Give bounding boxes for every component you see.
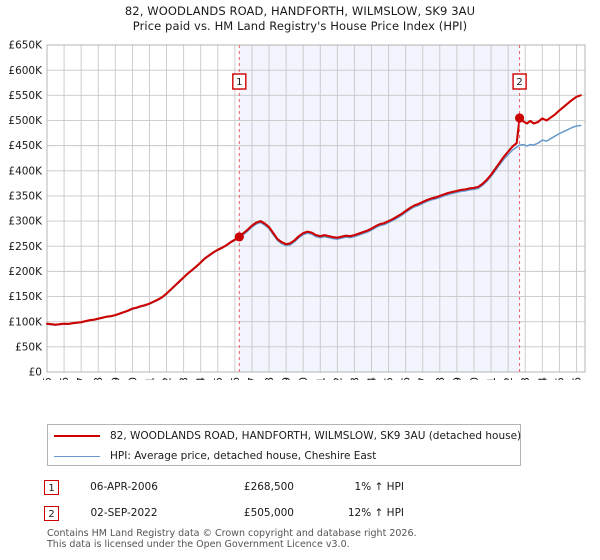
- svg-text:2011: 2011: [315, 377, 327, 380]
- transaction-hpi-delta-1: 1% ↑ HPI: [354, 481, 404, 493]
- svg-text:2025: 2025: [554, 377, 566, 380]
- svg-text:2: 2: [516, 77, 522, 88]
- svg-text:1995: 1995: [42, 377, 54, 380]
- svg-text:2010: 2010: [298, 377, 310, 380]
- transaction-hpi-delta-2: 12% ↑ HPI: [347, 507, 404, 519]
- svg-text:2014: 2014: [367, 377, 379, 380]
- svg-text:2017: 2017: [418, 377, 430, 380]
- svg-text:2000: 2000: [127, 377, 139, 380]
- svg-text:2020: 2020: [469, 377, 481, 380]
- svg-text:2026: 2026: [571, 377, 583, 380]
- svg-text:2001: 2001: [144, 377, 156, 380]
- svg-text:£100K: £100K: [8, 316, 43, 328]
- chart-legend: 82, WOODLANDS ROAD, HANDFORTH, WILMSLOW,…: [47, 424, 521, 466]
- svg-text:2022: 2022: [503, 377, 515, 380]
- svg-text:1996: 1996: [59, 377, 71, 380]
- svg-text:£150K: £150K: [8, 291, 43, 303]
- hpi-line-chart: £0 £50K £100K £150K £200K £250K £300K £350K £400…: [8, 40, 586, 380]
- legend-label-subject: 82, WOODLANDS ROAD, HANDFORTH, WILMSLOW,…: [110, 430, 522, 442]
- svg-text:2005: 2005: [213, 377, 225, 380]
- svg-text:2023: 2023: [520, 377, 532, 380]
- svg-text:2009: 2009: [281, 377, 293, 380]
- transaction-date-2: 02-SEP-2022: [90, 507, 158, 519]
- legend-swatch-subject: [54, 435, 100, 437]
- svg-text:2024: 2024: [537, 377, 549, 380]
- transaction-price-1: £268,500: [243, 481, 294, 493]
- marker-badge-2: [512, 73, 527, 90]
- svg-text:2012: 2012: [332, 377, 344, 380]
- footer-attribution: Contains HM Land Registry data © Crown c…: [47, 528, 587, 550]
- transaction-point-2: [514, 113, 525, 123]
- svg-text:£600K: £600K: [8, 65, 43, 77]
- svg-text:£300K: £300K: [8, 216, 43, 228]
- page-title: 82, WOODLANDS ROAD, HANDFORTH, WILMSLOW,…: [0, 4, 600, 34]
- svg-text:2007: 2007: [247, 377, 259, 380]
- footer-line-1: Contains HM Land Registry data © Crown c…: [47, 528, 417, 539]
- legend-label-hpi: HPI: Average price, detached house, Ches…: [110, 450, 377, 462]
- svg-text:£200K: £200K: [8, 266, 43, 278]
- svg-text:£400K: £400K: [8, 165, 43, 177]
- svg-text:1999: 1999: [110, 377, 122, 380]
- svg-text:2008: 2008: [264, 377, 276, 380]
- svg-text:2019: 2019: [452, 377, 464, 380]
- svg-text:2004: 2004: [196, 377, 208, 380]
- transaction-price-2: £505,000: [243, 507, 294, 519]
- title-line-2: Price paid vs. HM Land Registry's House …: [132, 19, 468, 33]
- marker-badge-1: [232, 73, 247, 90]
- table-row[interactable]: 1 06-APR-2006 £268,500 1% ↑ HPI: [44, 474, 444, 500]
- svg-text:1998: 1998: [93, 377, 105, 380]
- svg-text:2018: 2018: [435, 377, 447, 380]
- legend-swatch-hpi: [54, 455, 100, 457]
- title-line-1: 82, WOODLANDS ROAD, HANDFORTH, WILMSLOW,…: [124, 4, 476, 18]
- svg-text:£250K: £250K: [8, 241, 43, 253]
- svg-text:2021: 2021: [486, 377, 498, 380]
- svg-text:£0: £0: [29, 367, 42, 379]
- transaction-badge-2: 2: [44, 505, 59, 521]
- svg-text:2015: 2015: [384, 377, 396, 380]
- svg-text:2006: 2006: [230, 377, 242, 380]
- svg-text:1: 1: [236, 77, 242, 88]
- svg-text:2003: 2003: [179, 377, 191, 380]
- svg-text:£650K: £650K: [8, 40, 43, 52]
- svg-text:£550K: £550K: [8, 90, 43, 102]
- transaction-point-1: [234, 232, 244, 242]
- transaction-badge-1: 1: [44, 479, 59, 495]
- svg-text:£50K: £50K: [15, 341, 43, 353]
- footer-line-2: This data is licensed under the Open Gov…: [47, 539, 350, 550]
- svg-text:2016: 2016: [401, 377, 413, 380]
- svg-text:2013: 2013: [349, 377, 361, 380]
- table-row[interactable]: 2 02-SEP-2022 £505,000 12% ↑ HPI: [44, 500, 444, 526]
- chart-area: £0 £50K £100K £150K £200K £250K £300K £350K £400…: [0, 40, 600, 380]
- svg-text:1997: 1997: [76, 377, 88, 380]
- svg-text:2002: 2002: [162, 377, 174, 380]
- legend-item-subject: 82, WOODLANDS ROAD, HANDFORTH, WILMSLOW,…: [48, 426, 522, 446]
- transactions-table: 1 06-APR-2006 £268,500 1% ↑ HPI 2 02-SEP…: [44, 474, 444, 526]
- svg-text:£500K: £500K: [8, 115, 43, 127]
- legend-item-hpi: HPI: Average price, detached house, Ches…: [48, 446, 520, 466]
- svg-text:£450K: £450K: [8, 140, 43, 152]
- transaction-date-1: 06-APR-2006: [90, 481, 158, 493]
- ownership-span-shading: [239, 45, 520, 372]
- series-line-subject: [45, 94, 582, 326]
- svg-text:£350K: £350K: [8, 191, 43, 203]
